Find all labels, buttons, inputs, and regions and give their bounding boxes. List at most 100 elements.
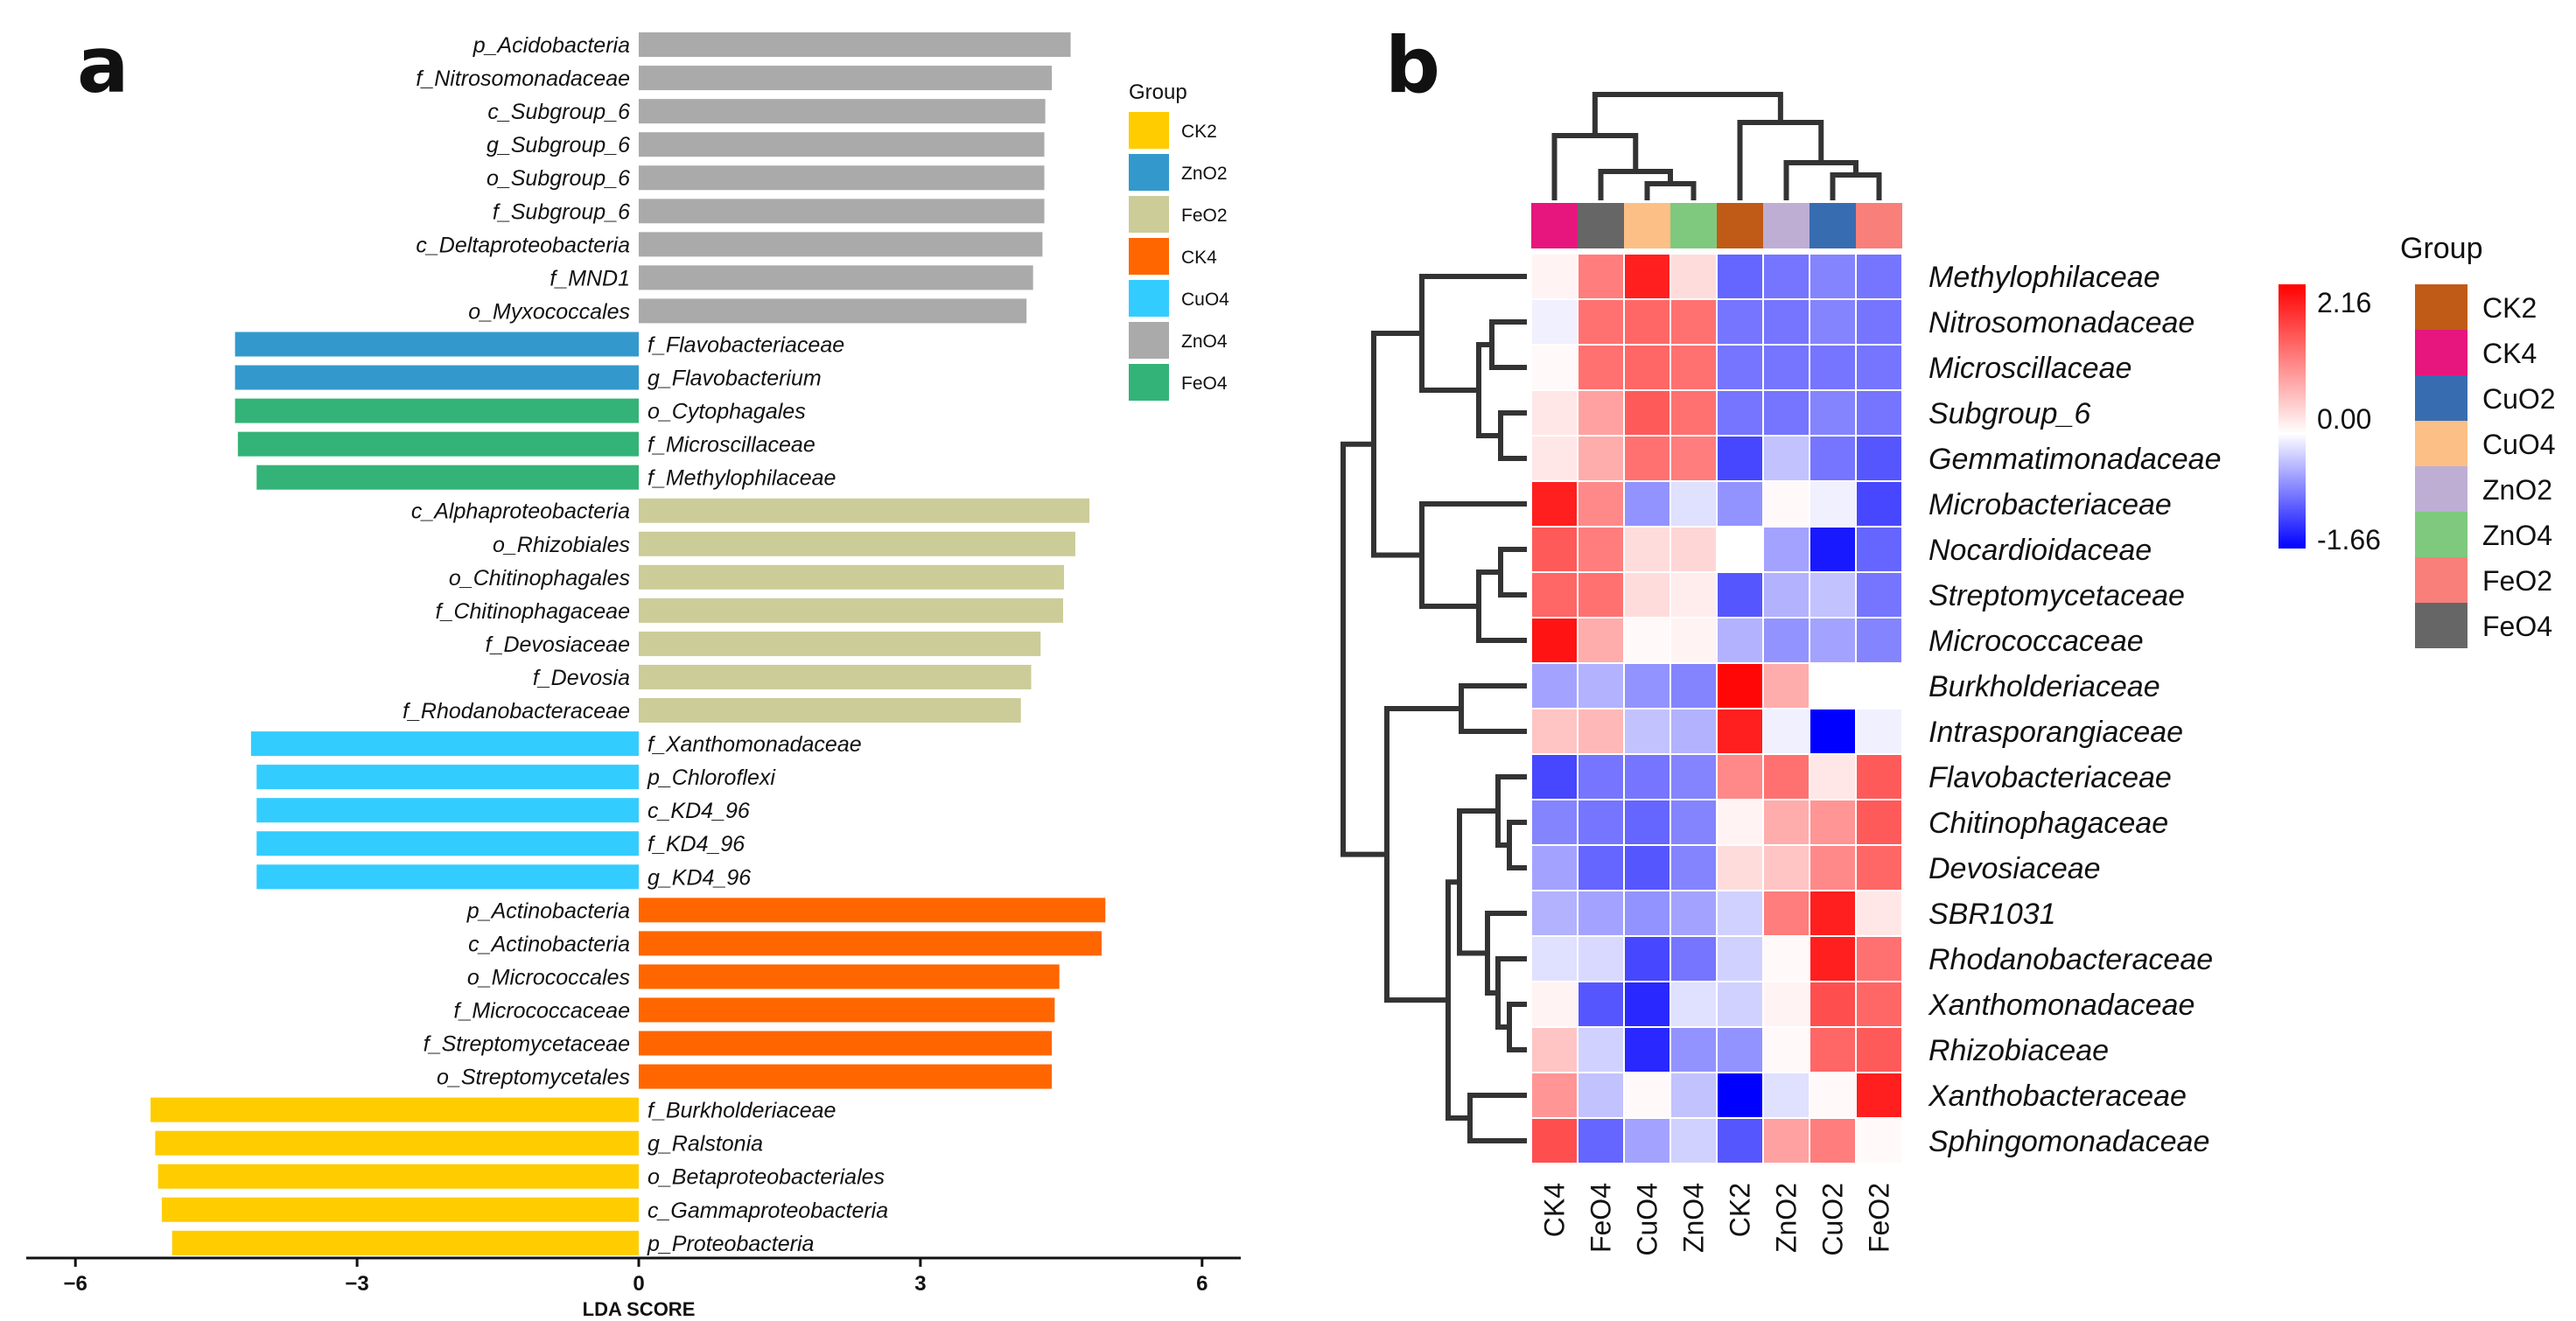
heatmap-cell-methylophilaceae-cuo2 <box>1809 253 1857 300</box>
group-swatch-cuo2 <box>2415 375 2468 421</box>
row-label-rhizobiaceae: Rhizobiaceae <box>1928 1034 2109 1067</box>
group-label-ck2: CK2 <box>2482 292 2537 324</box>
heatmap-cell-devosiaceae-zno4 <box>1670 844 1718 891</box>
legend-label-zno2: ZnO2 <box>1181 164 1228 184</box>
annotation-zno4 <box>1670 203 1717 248</box>
heatmap-cell-methylophilaceae-ck4 <box>1530 253 1578 300</box>
heatmap-cell-chitinophagaceae-cuo2 <box>1809 799 1857 846</box>
heatmap-cell-microbacteriaceae-zno2 <box>1762 480 1810 528</box>
x-tick-label: 0 <box>633 1272 644 1296</box>
heatmap-cell-rhizobiaceae-cuo2 <box>1809 1026 1857 1073</box>
lda-bar-p-actinobacteria <box>639 898 1106 923</box>
annotation-zno2 <box>1763 203 1810 248</box>
heatmap-cell-rhizobiaceae-ck2 <box>1716 1026 1764 1073</box>
heatmap-cell-rhodanobacteraceae-ck2 <box>1716 935 1764 982</box>
heatmap-cell-devosiaceae-feo4 <box>1577 844 1625 891</box>
heatmap-cell-nocardioidaceae-ck2 <box>1716 526 1764 573</box>
heatmap-cell-nocardioidaceae-feo4 <box>1577 526 1625 573</box>
heatmap-cell-xanthobacteraceae-ck2 <box>1716 1072 1764 1119</box>
lda-bar-c-kd4-96 <box>256 798 639 823</box>
group-swatch-cuo4 <box>2415 421 2468 466</box>
heatmap-cell-xanthobacteraceae-zno2 <box>1762 1072 1810 1119</box>
bar-label-f-mnd1: f_MND1 <box>550 266 630 290</box>
heatmap-column-labels: CK4 FeO4 CuO4 ZnO4 CK2 ZnO2 CuO2 FeO2 <box>1539 1183 1895 1256</box>
scale-mid-label: 0.00 <box>2317 403 2371 435</box>
bar-label-f-flavobacteriaceae: f_Flavobacteriaceae <box>648 332 844 357</box>
x-axis-title: LDA SCORE <box>583 1298 696 1320</box>
heatmap-cell-nitrosomonadaceae-ck4 <box>1530 298 1578 346</box>
heatmap-cell-flavobacteriaceae-feo4 <box>1577 753 1625 800</box>
row-label-methylophilaceae: Methylophilaceae <box>1928 261 2160 294</box>
column-label-cuo4: CuO4 <box>1632 1183 1663 1256</box>
lda-bar-c-actinobacteria <box>639 931 1102 956</box>
bar-label-o-rhizobiales: o_Rhizobiales <box>493 533 630 557</box>
heatmap-cell-nocardioidaceae-cuo2 <box>1809 526 1857 573</box>
row-dendro-link <box>1419 501 1527 609</box>
bar-label-o-chitinophagales: o_Chitinophagales <box>449 566 630 591</box>
heatmap-cell-nocardioidaceae-feo2 <box>1855 526 1903 573</box>
lda-bar-f-micrococcaceae <box>639 997 1055 1023</box>
heatmap-cell-micrococcaceae-ck4 <box>1530 617 1578 664</box>
lda-bar-f-streptomycetaceae <box>639 1031 1053 1056</box>
bar-label-f-devosia: f_Devosia <box>533 666 630 690</box>
heatmap-cell-intrasporangiaceae-cuo2 <box>1809 708 1857 755</box>
lda-bar-f-subgroup-6 <box>639 199 1045 224</box>
column-label-ck2: CK2 <box>1725 1183 1756 1237</box>
row-label-sphingomonadaceae: Sphingomonadaceae <box>1928 1125 2209 1158</box>
lda-bar-f-nitrosomonadaceae <box>639 66 1053 91</box>
row-label-xanthobacteraceae: Xanthobacteraceae <box>1928 1080 2187 1113</box>
heatmap-cell-sbr1031-zno2 <box>1762 890 1810 937</box>
heatmap-cell-intrasporangiaceae-cuo4 <box>1623 708 1671 755</box>
heatmap-cell-xanthomonadaceae-feo2 <box>1855 981 1903 1028</box>
group-swatch-zno4 <box>2415 512 2468 557</box>
heatmap-cell-gemmatimonadaceae-zno2 <box>1762 435 1810 482</box>
heatmap-cell-sphingomonadaceae-ck2 <box>1716 1117 1764 1164</box>
heatmap-cell-chitinophagaceae-ck4 <box>1530 799 1578 846</box>
col-dendro-link <box>1551 133 1639 200</box>
lda-bar-o-rhizobiales <box>639 531 1075 556</box>
bar-label-o-subgroup-6: o_Subgroup_6 <box>486 166 630 191</box>
heatmap-cell-xanthomonadaceae-zno4 <box>1670 981 1718 1028</box>
scale-max-label: 2.16 <box>2317 287 2371 318</box>
group-swatch-ck2 <box>2415 284 2468 330</box>
heatmap-cell-xanthomonadaceae-ck2 <box>1716 981 1764 1028</box>
heatmap-cell-gemmatimonadaceae-cuo2 <box>1809 435 1857 482</box>
heatmap-cell-burkholderiaceae-ck2 <box>1716 662 1764 709</box>
heatmap-cell-sbr1031-ck2 <box>1716 890 1764 937</box>
lda-bar-c-alphaproteobacteria <box>639 498 1090 523</box>
heatmap-cell-chitinophagaceae-cuo4 <box>1623 799 1671 846</box>
row-dendro-link <box>1371 331 1422 558</box>
heatmap-cell-intrasporangiaceae-zno2 <box>1762 708 1810 755</box>
heatmap-cell-microscillaceae-cuo2 <box>1809 344 1857 391</box>
heatmap-cell-devosiaceae-ck4 <box>1530 844 1578 891</box>
col-dendro-root <box>1592 92 1783 136</box>
column-dendrogram <box>1551 92 1882 200</box>
legend-label-cuo4: CuO4 <box>1181 290 1229 310</box>
bar-label-p-acidobacteria: p_Acidobacteria <box>472 33 630 58</box>
row-label-nocardioidaceae: Nocardioidaceae <box>1928 534 2152 567</box>
heatmap-cell-intrasporangiaceae-ck4 <box>1530 708 1578 755</box>
heatmap-cell-rhodanobacteraceae-cuo2 <box>1809 935 1857 982</box>
bar-label-g-kd4-96: g_KD4_96 <box>648 865 751 890</box>
row-label-microbacteriaceae: Microbacteriaceae <box>1928 488 2172 521</box>
heatmap-cell-methylophilaceae-feo4 <box>1577 253 1625 300</box>
lda-bar-o-chitinophagales <box>639 564 1065 590</box>
color-scale-bar <box>2278 284 2306 549</box>
group-legend-title: Group <box>2400 232 2483 265</box>
lda-bar-f-burkholderiaceae <box>150 1097 640 1122</box>
heatmap-cell-methylophilaceae-feo2 <box>1855 253 1903 300</box>
heatmap-cell-gemmatimonadaceae-ck2 <box>1716 435 1764 482</box>
heatmap-cell-microbacteriaceae-cuo2 <box>1809 480 1857 528</box>
heatmap-cell-microbacteriaceae-zno4 <box>1670 480 1718 528</box>
annotation-ck2 <box>1717 203 1763 248</box>
heatmap-cell-rhizobiaceae-zno4 <box>1670 1026 1718 1073</box>
heatmap-cell-flavobacteriaceae-cuo2 <box>1809 753 1857 800</box>
row-dendro-link <box>1498 410 1527 461</box>
group-swatch-feo4 <box>2415 603 2468 648</box>
heatmap-cell-chitinophagaceae-ck2 <box>1716 799 1764 846</box>
heatmap-cell-microscillaceae-zno4 <box>1670 344 1718 391</box>
lda-bar-f-rhodanobacteraceae <box>639 698 1021 723</box>
row-label-chitinophagaceae: Chitinophagaceae <box>1928 807 2168 840</box>
heatmap-cell-burkholderiaceae-feo4 <box>1577 662 1625 709</box>
heatmap-cell-xanthomonadaceae-zno2 <box>1762 981 1810 1028</box>
